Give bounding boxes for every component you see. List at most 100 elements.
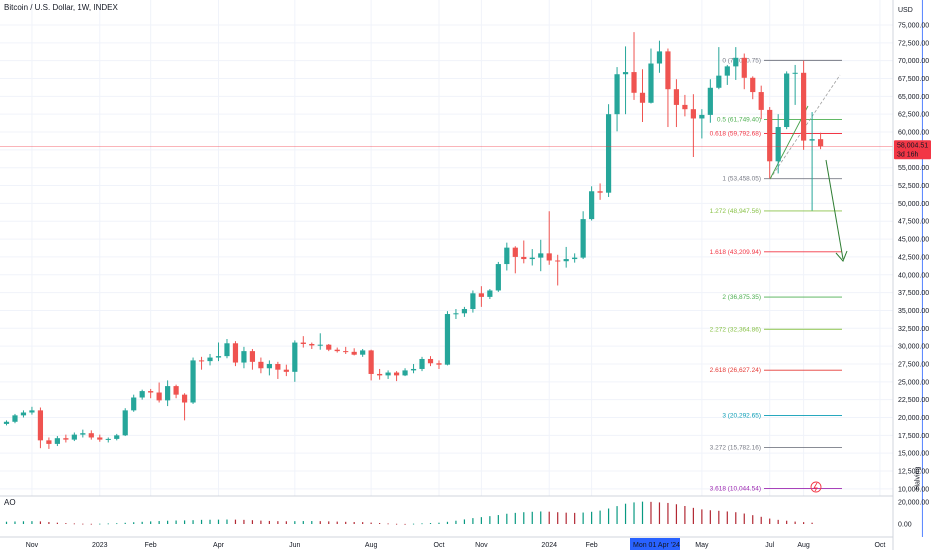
candle[interactable] bbox=[114, 433, 120, 441]
candle[interactable] bbox=[266, 360, 272, 376]
candle[interactable] bbox=[733, 47, 739, 80]
candle[interactable] bbox=[139, 389, 145, 400]
fib-level[interactable]: 3.618 (10,044.54) bbox=[710, 486, 842, 493]
candle[interactable] bbox=[385, 370, 391, 379]
candle[interactable] bbox=[326, 343, 332, 352]
candle[interactable] bbox=[648, 48, 654, 104]
candle[interactable] bbox=[334, 347, 340, 353]
candle[interactable] bbox=[402, 368, 408, 377]
time-axis[interactable]: Nov 2023 Feb Apr Jun Aug Oct Nov 2024 Feb May Jul Au… bbox=[26, 542, 886, 549]
candle[interactable] bbox=[377, 368, 383, 380]
candle[interactable] bbox=[148, 388, 154, 399]
candle[interactable] bbox=[597, 183, 603, 200]
fib-level[interactable]: 2 (36,875.35) bbox=[722, 294, 842, 301]
candle[interactable] bbox=[555, 254, 561, 286]
candle[interactable] bbox=[165, 380, 171, 407]
candle[interactable] bbox=[487, 289, 493, 300]
candle[interactable] bbox=[317, 333, 323, 350]
projection-arrow-line[interactable] bbox=[825, 159, 844, 260]
candle[interactable] bbox=[792, 64, 798, 105]
candle[interactable] bbox=[173, 384, 179, 399]
candle[interactable] bbox=[360, 348, 366, 357]
candle[interactable] bbox=[809, 112, 815, 211]
candle[interactable] bbox=[241, 346, 247, 369]
candle[interactable] bbox=[580, 211, 586, 260]
lightning-icon[interactable] bbox=[810, 481, 822, 493]
candle[interactable] bbox=[207, 353, 213, 366]
candle[interactable] bbox=[368, 349, 374, 381]
candle[interactable] bbox=[758, 85, 764, 120]
candle[interactable] bbox=[750, 76, 756, 100]
candle[interactable] bbox=[767, 107, 773, 179]
candle[interactable] bbox=[122, 408, 128, 437]
candle[interactable] bbox=[300, 336, 306, 348]
candle[interactable] bbox=[665, 48, 671, 128]
candle[interactable] bbox=[436, 360, 442, 369]
candle[interactable] bbox=[105, 437, 111, 443]
candle[interactable] bbox=[741, 53, 747, 90]
candle[interactable] bbox=[97, 434, 103, 442]
candle[interactable] bbox=[631, 32, 637, 100]
candle[interactable] bbox=[131, 394, 137, 412]
candlestick-series[interactable] bbox=[3, 32, 824, 449]
candle[interactable] bbox=[801, 60, 807, 150]
candle[interactable] bbox=[529, 249, 535, 266]
candle[interactable] bbox=[215, 342, 222, 362]
candle[interactable] bbox=[461, 306, 468, 317]
candle[interactable] bbox=[343, 346, 349, 354]
candle[interactable] bbox=[190, 357, 196, 404]
candle[interactable] bbox=[351, 348, 357, 356]
candle[interactable] bbox=[292, 340, 298, 382]
candle[interactable] bbox=[63, 434, 69, 443]
candle[interactable] bbox=[181, 393, 188, 421]
candle[interactable] bbox=[470, 290, 476, 313]
fib-level[interactable]: 1.272 (48,947.56) bbox=[710, 208, 842, 215]
candle[interactable] bbox=[54, 436, 60, 447]
candle[interactable] bbox=[20, 410, 27, 418]
candle[interactable] bbox=[224, 338, 230, 359]
fib-level[interactable]: 1.618 (43,209.94) bbox=[710, 249, 842, 256]
candle[interactable] bbox=[614, 67, 620, 132]
candle[interactable] bbox=[707, 79, 713, 123]
candle[interactable] bbox=[563, 246, 569, 268]
candle[interactable] bbox=[3, 420, 10, 426]
candle[interactable] bbox=[775, 114, 781, 174]
candle[interactable] bbox=[283, 364, 289, 377]
candle[interactable] bbox=[639, 69, 646, 123]
candle[interactable] bbox=[393, 371, 400, 382]
candle[interactable] bbox=[46, 437, 52, 449]
candle[interactable] bbox=[410, 363, 417, 374]
fib-level[interactable]: 2.272 (32,364.86) bbox=[710, 326, 842, 333]
candle[interactable] bbox=[724, 64, 730, 85]
candle[interactable] bbox=[478, 286, 484, 307]
candle[interactable] bbox=[275, 361, 281, 379]
candle[interactable] bbox=[258, 357, 264, 374]
fib-level[interactable]: 2.618 (26,627.24) bbox=[710, 367, 842, 374]
candle[interactable] bbox=[156, 382, 162, 403]
price-axis[interactable]: 10,000.00 12,500.00 15,000.00 17,500.00 20,0… bbox=[898, 22, 929, 493]
candle[interactable] bbox=[80, 429, 86, 438]
candle[interactable] bbox=[622, 46, 629, 115]
candle[interactable] bbox=[716, 47, 722, 90]
candle[interactable] bbox=[249, 348, 256, 370]
candle[interactable] bbox=[673, 79, 680, 128]
candle[interactable] bbox=[309, 342, 315, 349]
candle[interactable] bbox=[37, 407, 44, 449]
candle[interactable] bbox=[699, 109, 705, 139]
candle[interactable] bbox=[784, 71, 790, 130]
candle[interactable] bbox=[29, 406, 35, 415]
candle[interactable] bbox=[572, 253, 578, 263]
candle[interactable] bbox=[444, 311, 451, 366]
candle[interactable] bbox=[605, 104, 612, 197]
candle[interactable] bbox=[682, 94, 688, 117]
candle[interactable] bbox=[589, 186, 595, 221]
candle[interactable] bbox=[88, 430, 94, 440]
candle[interactable] bbox=[427, 356, 434, 367]
fib-level[interactable]: 3.272 (15,782.16) bbox=[710, 445, 842, 452]
candle[interactable] bbox=[198, 356, 205, 370]
candle[interactable] bbox=[546, 211, 552, 265]
candle[interactable] bbox=[512, 246, 518, 274]
candle[interactable] bbox=[495, 261, 501, 292]
fib-level[interactable]: 3 (20,292.65) bbox=[722, 412, 842, 419]
